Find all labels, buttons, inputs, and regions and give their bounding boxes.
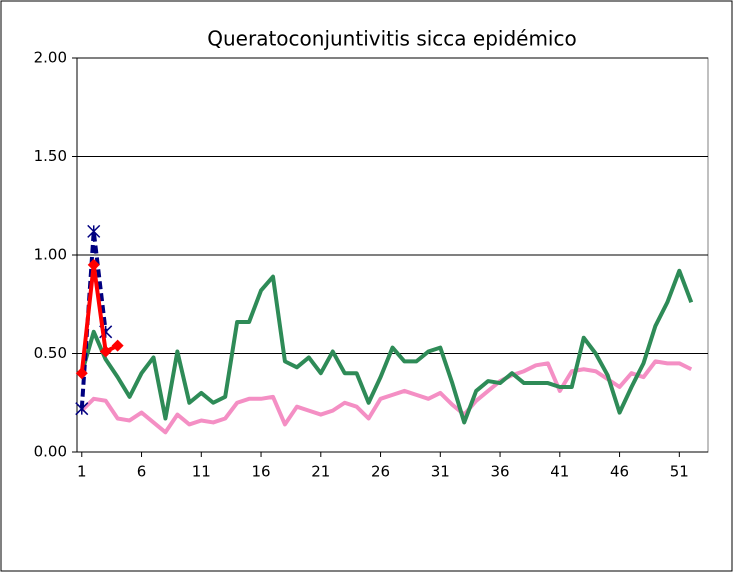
y-tick-label: 2.00 (34, 49, 67, 67)
x-tick-label: 51 (670, 463, 689, 481)
x-tick-label: 26 (371, 463, 390, 481)
x-tick-label: 1 (77, 463, 87, 481)
y-tick-label: 0.50 (34, 344, 67, 362)
series-line (79, 268, 694, 425)
marker (99, 345, 112, 358)
y-tick-label: 1.50 (34, 147, 67, 165)
x-tick-label: 21 (311, 463, 330, 481)
x-tick-label: 31 (431, 463, 450, 481)
marker (111, 339, 124, 352)
x-tick-label: 11 (192, 463, 211, 481)
marker (75, 367, 88, 380)
x-tick-label: 36 (491, 463, 510, 481)
x-tick-label: 41 (550, 463, 569, 481)
marker (75, 402, 89, 416)
series-line (80, 359, 693, 435)
chart-title: Queratoconjuntivitis sicca epidémico (207, 27, 576, 51)
series-line (79, 262, 119, 374)
marker (87, 258, 100, 271)
series-line (79, 229, 108, 409)
y-tick-label: 0.00 (34, 443, 67, 461)
marker (87, 224, 101, 238)
x-tick-label: 16 (251, 463, 270, 481)
x-tick-label: 46 (610, 463, 629, 481)
x-tick-label: 6 (137, 463, 147, 481)
y-tick-label: 1.00 (34, 246, 67, 264)
